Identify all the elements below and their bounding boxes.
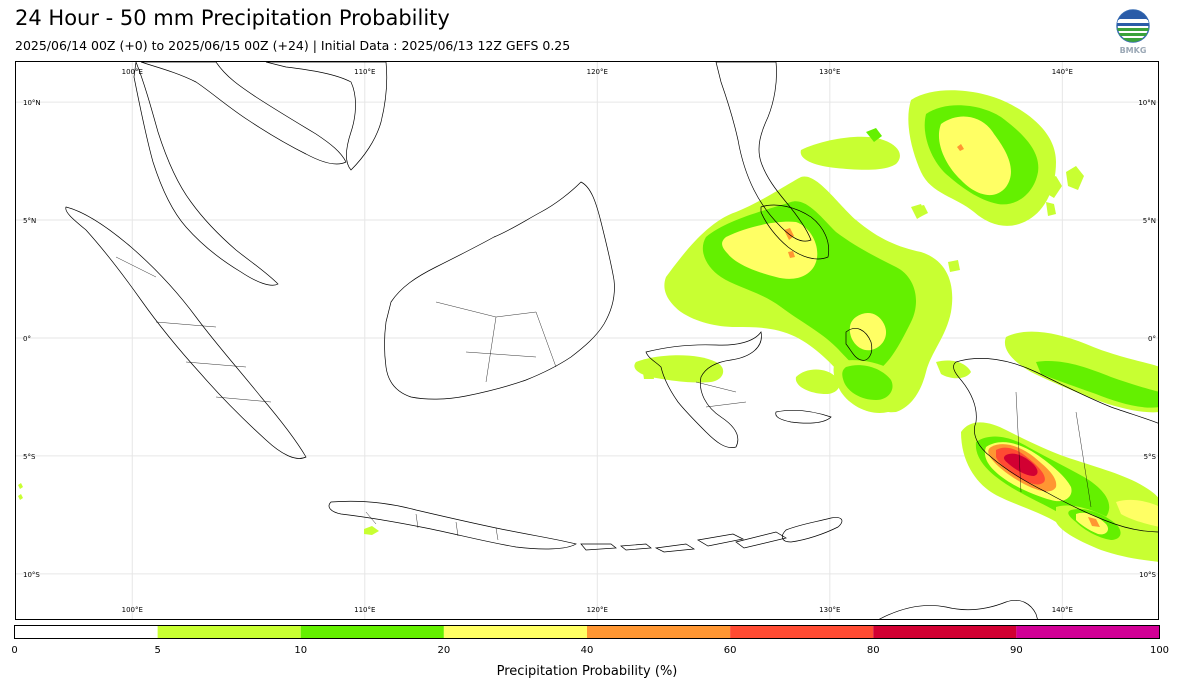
lon-label-top: 110°E bbox=[354, 68, 375, 76]
colorbar-tick-label: 100 bbox=[1149, 645, 1170, 656]
coast-indochina bbox=[140, 62, 347, 165]
coast-borneo bbox=[384, 181, 615, 400]
lat-label-right: 5°N bbox=[1143, 217, 1156, 225]
coast-java bbox=[328, 500, 577, 550]
lon-label-top: 140°E bbox=[1052, 68, 1073, 76]
colorbar-tick-label: 40 bbox=[580, 645, 594, 656]
coast-malay-peninsula bbox=[133, 62, 279, 286]
coast-new-guinea bbox=[953, 358, 1158, 533]
lat-label-left: 10°S bbox=[23, 571, 40, 579]
precip-region-new-guinea bbox=[961, 331, 1158, 562]
precip-region-west bbox=[18, 483, 379, 535]
coast-halmahera bbox=[845, 328, 873, 361]
lat-label-right: 10°N bbox=[1138, 99, 1156, 107]
colorbar-swatch bbox=[157, 625, 301, 639]
precip-region-philippine-sea bbox=[800, 90, 1084, 226]
lon-label-top: 130°E bbox=[819, 68, 840, 76]
colorbar-label: Precipitation Probability (%) bbox=[496, 664, 678, 679]
lon-label-top: 100°E bbox=[122, 68, 143, 76]
coast-aru-seram bbox=[775, 410, 832, 424]
map-title: 24 Hour - 50 mm Precipitation Probabilit… bbox=[15, 6, 450, 30]
lon-label-top: 120°E bbox=[587, 68, 608, 76]
coast-philippines bbox=[715, 62, 812, 242]
colorbar-tick-label: 20 bbox=[437, 645, 451, 656]
lon-label-bottom: 120°E bbox=[587, 606, 608, 614]
lon-label-bottom: 130°E bbox=[819, 606, 840, 614]
colorbar-ticks: 0 5 10 20 40 60 80 90 100 bbox=[0, 645, 1180, 659]
colorbar-swatch bbox=[443, 625, 587, 639]
svg-text:BMKG: BMKG bbox=[1120, 46, 1147, 55]
lat-label-right: 0° bbox=[1148, 335, 1156, 343]
map-tick-labels: 100°E 100°E 110°E 110°E 120°E 120°E 130°E 130°E… bbox=[23, 68, 1157, 614]
lon-label-bottom: 110°E bbox=[354, 606, 375, 614]
precipitation-field bbox=[18, 90, 1158, 562]
lon-label-bottom: 100°E bbox=[122, 606, 143, 614]
map-subtitle: 2025/06/14 00Z (+0) to 2025/06/15 00Z (+… bbox=[15, 38, 571, 53]
precip-region-sulawesi bbox=[634, 176, 971, 413]
coast-lesser-sunda bbox=[580, 531, 787, 553]
coast-mindanao bbox=[760, 204, 830, 260]
colorbar-swatch bbox=[1016, 625, 1160, 639]
colorbar-tick-label: 60 bbox=[723, 645, 737, 656]
lon-label-bottom: 140°E bbox=[1052, 606, 1073, 614]
colorbar-tick-label: 80 bbox=[866, 645, 880, 656]
lat-label-left: 5°N bbox=[23, 217, 36, 225]
colorbar-swatch bbox=[730, 625, 874, 639]
colorbar-swatch bbox=[14, 625, 158, 639]
colorbar bbox=[14, 624, 1160, 639]
bmkg-logo-icon: BMKG bbox=[1112, 8, 1154, 56]
coast-vietnam bbox=[265, 62, 388, 171]
colorbar-swatch bbox=[300, 625, 444, 639]
lat-label-right: 5°S bbox=[1144, 453, 1157, 461]
coast-australia-top bbox=[879, 600, 1038, 619]
lat-label-left: 0° bbox=[23, 335, 31, 343]
colorbar-border bbox=[14, 625, 1160, 639]
colorbar-swatch bbox=[873, 625, 1017, 639]
map-canvas: 100°E 100°E 110°E 110°E 120°E 120°E 130°E 130°E… bbox=[16, 62, 1158, 619]
colorbar-tick-label: 5 bbox=[154, 645, 161, 656]
colorbar-swatches bbox=[14, 625, 1160, 639]
coastlines bbox=[65, 62, 1158, 619]
lat-label-left: 10°N bbox=[23, 99, 41, 107]
map-panel: 100°E 100°E 110°E 110°E 120°E 120°E 130°E 130°E… bbox=[15, 61, 1159, 620]
coast-sumatra bbox=[65, 206, 307, 459]
colorbar-tick-label: 0 bbox=[11, 645, 18, 656]
lat-label-right: 10°S bbox=[1139, 571, 1156, 579]
colorbar-tick-label: 10 bbox=[294, 645, 308, 656]
coast-sulawesi bbox=[645, 331, 762, 448]
coast-timor bbox=[781, 517, 843, 543]
lat-label-left: 5°S bbox=[23, 453, 36, 461]
province-boundaries bbox=[115, 256, 1092, 541]
colorbar-swatch bbox=[587, 625, 731, 639]
colorbar-tick-label: 90 bbox=[1010, 645, 1023, 656]
gridlines bbox=[16, 62, 1158, 619]
